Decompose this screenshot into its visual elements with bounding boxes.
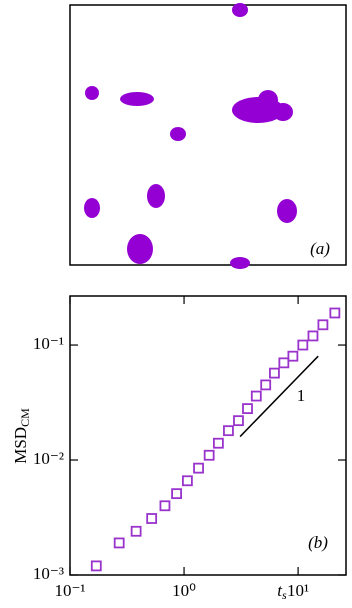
cluster xyxy=(127,234,153,264)
cluster xyxy=(230,257,250,269)
marker xyxy=(269,367,280,379)
cluster xyxy=(258,90,278,110)
slope-guide xyxy=(239,355,319,438)
x-label-sub: s xyxy=(282,588,287,602)
y-tick-label: 10⁻³ xyxy=(33,564,64,583)
marker xyxy=(130,525,142,537)
snapshot-panel: (a) xyxy=(69,3,347,269)
marker xyxy=(260,379,272,391)
marker xyxy=(203,449,215,461)
marker xyxy=(223,425,234,437)
marker xyxy=(182,475,193,487)
plot-frame xyxy=(69,295,347,576)
y-tick-label: 10⁻² xyxy=(33,449,64,468)
clusters xyxy=(84,3,297,269)
y-label-main: MSD xyxy=(11,427,30,464)
marker xyxy=(317,319,329,331)
marker xyxy=(233,415,244,427)
cluster xyxy=(273,103,293,121)
marker xyxy=(113,537,125,549)
marker xyxy=(307,330,319,342)
marker xyxy=(171,488,182,500)
marker xyxy=(146,513,158,524)
y-axis-label: MSDCM xyxy=(11,408,32,464)
panel-label: (a) xyxy=(310,239,330,258)
marker xyxy=(250,390,262,402)
x-label-main: t xyxy=(277,581,283,600)
marker xyxy=(287,350,299,362)
cluster xyxy=(277,199,297,223)
x-axis-label: ts xyxy=(277,581,287,602)
marker xyxy=(242,403,253,415)
marker xyxy=(193,462,204,474)
marker xyxy=(297,339,309,351)
marker xyxy=(329,307,341,319)
panel-label: (b) xyxy=(308,533,328,552)
cluster xyxy=(85,86,99,100)
y-label-sub: CM xyxy=(18,408,32,427)
marker xyxy=(212,437,224,449)
cluster xyxy=(84,198,100,218)
x-tick-label: 10⁻¹ xyxy=(54,581,85,600)
y-tick-label: 10⁻¹ xyxy=(33,334,64,353)
marker xyxy=(90,560,102,572)
slope-label: 1 xyxy=(297,386,306,405)
x-tick-label: 10¹ xyxy=(287,581,309,600)
marker xyxy=(278,357,290,369)
cluster xyxy=(120,92,154,106)
x-tick-label: 10⁰ xyxy=(172,581,196,600)
marker xyxy=(159,500,171,512)
cluster xyxy=(232,3,248,17)
cluster xyxy=(147,184,165,208)
snapshot-frame xyxy=(69,4,347,266)
cluster xyxy=(170,127,186,141)
